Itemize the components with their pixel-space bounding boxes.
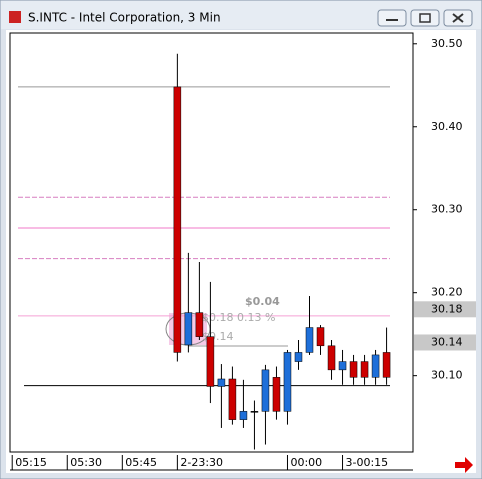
- candle-body: [305, 327, 314, 353]
- candle-body: [173, 86, 182, 353]
- x-tick-label: 05:30: [70, 456, 102, 469]
- y-tick-label: 30.30: [431, 203, 463, 216]
- candle-body: [382, 352, 391, 378]
- price-tag-label: 30.14: [431, 335, 463, 348]
- price-tag: [414, 301, 476, 318]
- maximize-button[interactable]: [410, 9, 440, 27]
- candle-body: [206, 336, 215, 387]
- price-tag: [414, 334, 476, 351]
- x-tick-label: 05:45: [125, 456, 157, 469]
- candle-body: [239, 411, 248, 420]
- candle-body: [327, 345, 336, 371]
- x-tick-label: 2-23:30: [180, 456, 223, 469]
- candle-body: [261, 369, 270, 412]
- measure-label: $0.04: [245, 295, 280, 308]
- x-tick-label: 00:00: [290, 456, 322, 469]
- candle-body: [294, 352, 303, 362]
- candle-body: [228, 378, 237, 420]
- app-icon: [9, 11, 21, 23]
- candle-body: [184, 312, 193, 346]
- window-title: S.INTC - Intel Corporation, 3 Min: [28, 11, 221, 25]
- y-tick-label: 30.20: [431, 286, 463, 299]
- x-tick-label: 3-00:15: [346, 456, 389, 469]
- candle-body: [283, 352, 292, 412]
- y-tick-label: 30.40: [431, 120, 463, 133]
- candle-body: [195, 312, 204, 337]
- measure-label: $0.18 0.13 %: [202, 311, 275, 324]
- plot-area: [9, 32, 414, 453]
- candle-body: [250, 411, 259, 413]
- y-tick-label: 30.50: [431, 37, 463, 50]
- scroll-arrow[interactable]: [455, 457, 473, 473]
- candle-body: [360, 361, 369, 378]
- minimize-button[interactable]: [377, 9, 407, 27]
- close-icon: [452, 13, 464, 23]
- candle-body: [371, 354, 380, 378]
- x-tick-label: 05:15: [15, 456, 47, 469]
- candle-body: [338, 361, 347, 371]
- y-tick-label: 30.10: [431, 369, 463, 382]
- candle-body: [217, 378, 226, 387]
- maximize-icon: [419, 13, 431, 23]
- price-tag-label: 30.18: [431, 302, 463, 315]
- candle-body: [272, 377, 281, 412]
- candle-body: [349, 361, 358, 378]
- candle-body: [316, 327, 325, 347]
